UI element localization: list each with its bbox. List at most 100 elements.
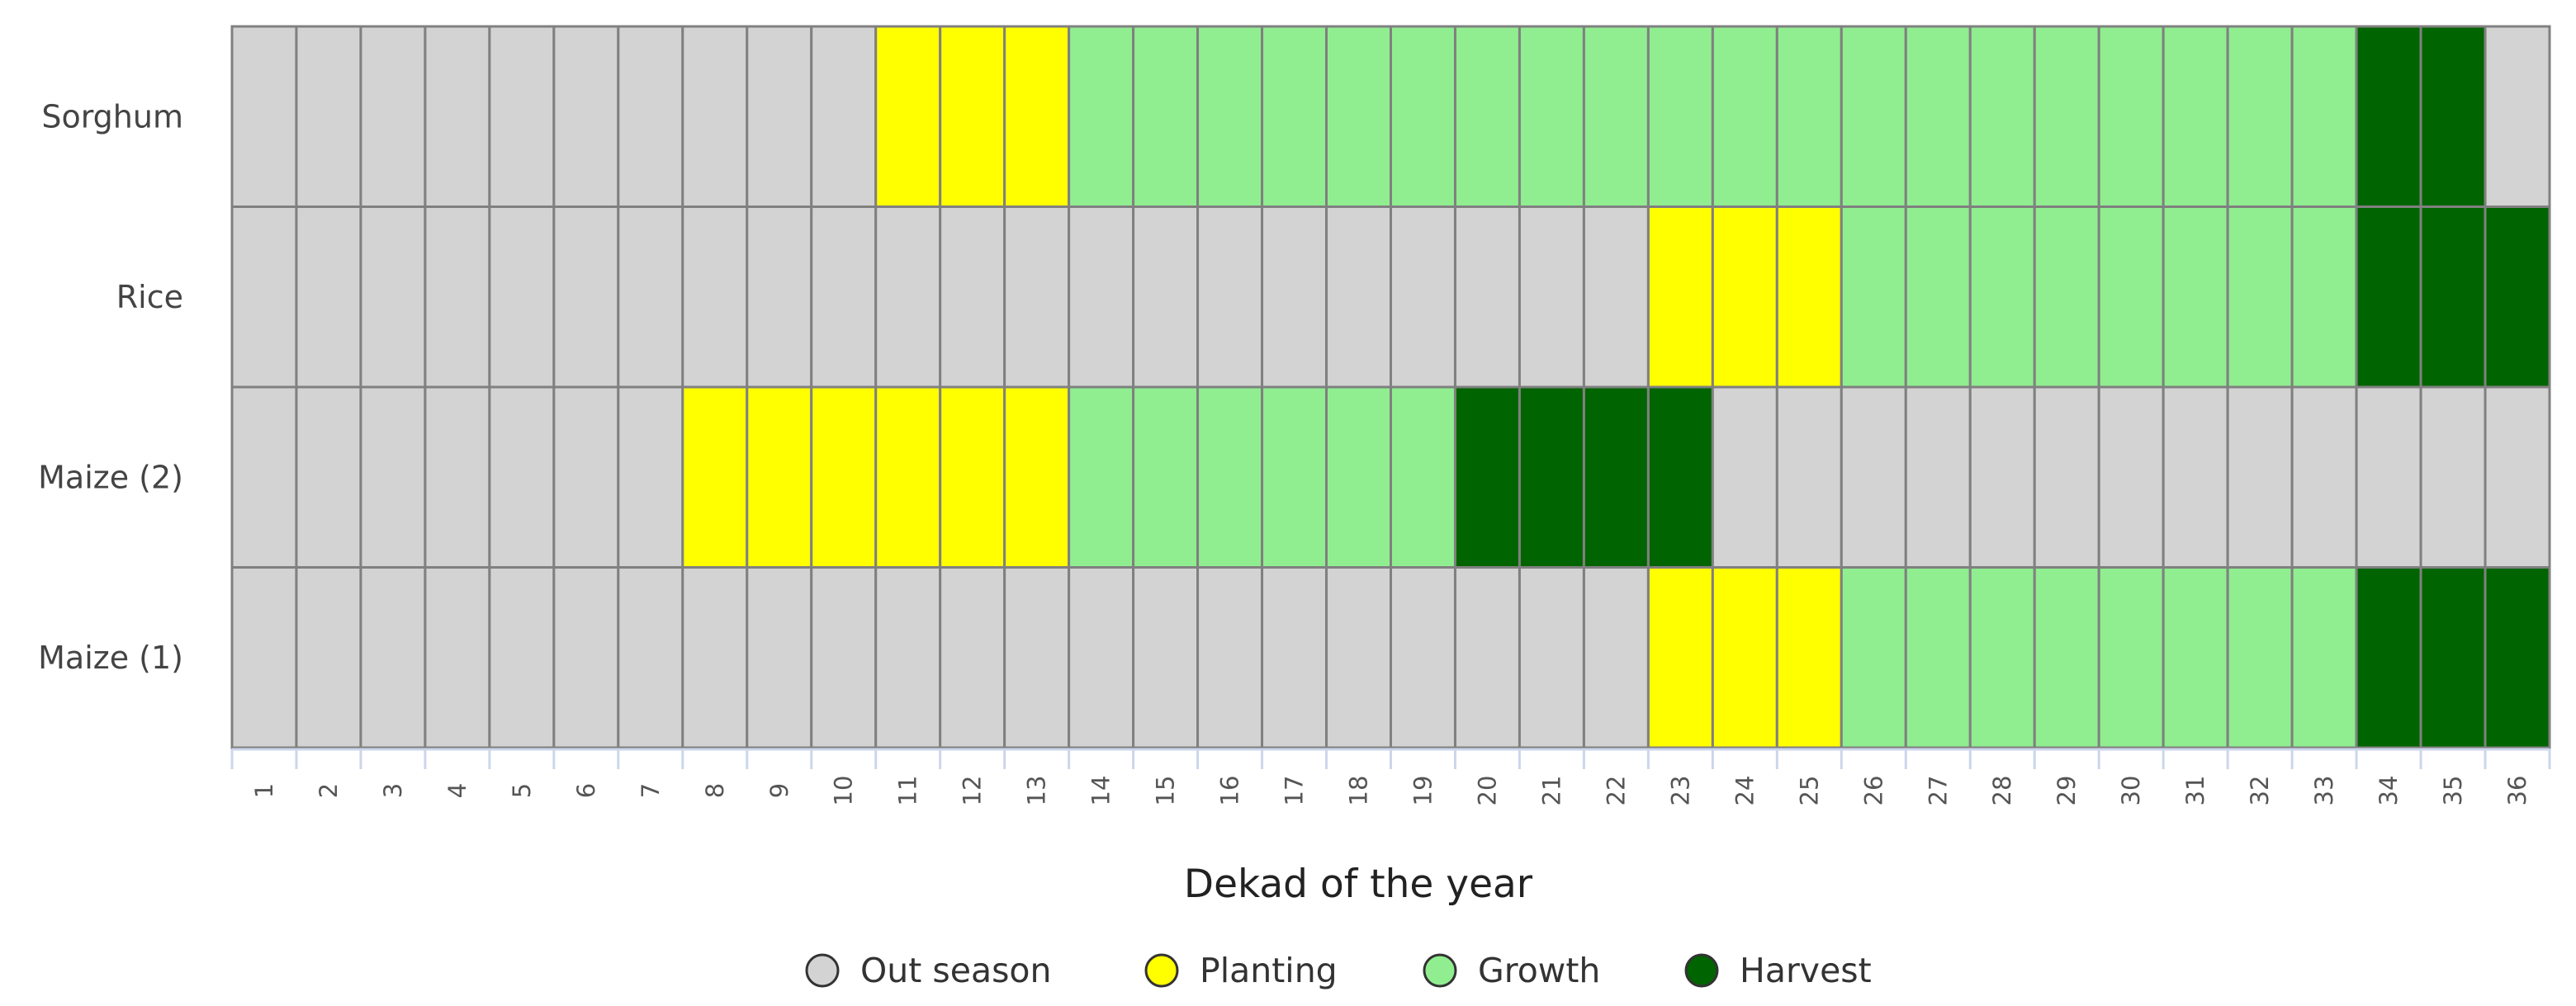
heatmap-cell [617, 25, 684, 208]
heatmap-cell [1453, 566, 1521, 749]
heatmap-cell [2484, 566, 2551, 749]
heatmap-cell [874, 566, 942, 749]
x-tick-label: 1 [250, 783, 278, 798]
heatmap-cell [1068, 385, 1135, 569]
heatmap-cell [488, 205, 556, 389]
x-tick-label: 5 [508, 783, 536, 798]
heatmap-cell [1582, 205, 1650, 389]
heatmap-cell [230, 566, 298, 749]
x-tick-label: 15 [1152, 776, 1180, 806]
heatmap-cell [552, 385, 620, 569]
heatmap-cell [359, 566, 427, 749]
heatmap-cell [2419, 566, 2487, 749]
heatmap-cell [230, 205, 298, 389]
heatmap-cell [2419, 205, 2487, 389]
heatmap-cell [1904, 205, 1972, 389]
x-tick-label: 28 [1988, 776, 2016, 806]
heatmap-cell [2355, 205, 2422, 389]
x-tick-label: 30 [2117, 776, 2145, 806]
heatmap-cell [1068, 566, 1135, 749]
heatmap-cell [295, 205, 362, 389]
x-tick-label: 2 [315, 783, 343, 798]
heatmap-cell [2484, 385, 2551, 569]
x-tick-label: 33 [2310, 776, 2338, 806]
x-tick-label: 14 [1087, 776, 1115, 806]
heatmap-cell [1325, 566, 1393, 749]
legend-item[interactable]: Out season [805, 951, 1052, 990]
x-tick-label: 7 [637, 783, 665, 798]
legend: Out season Planting Growth Harvest [805, 951, 1872, 990]
legend-item[interactable]: Harvest [1684, 951, 1872, 990]
heatmap-cell [295, 25, 362, 208]
heatmap-cell [1840, 385, 1907, 569]
heatmap-cell [1582, 566, 1650, 749]
heatmap-cell [2290, 566, 2358, 749]
heatmap-cell [359, 25, 427, 208]
heatmap-cell [295, 385, 362, 569]
heatmap-cell [1390, 385, 1456, 569]
y-tick-label: Sorghum [41, 98, 183, 135]
heatmap-cell [2097, 25, 2165, 208]
legend-item[interactable]: Planting [1144, 951, 1338, 990]
x-tick-label: 4 [443, 783, 471, 798]
heatmap-cell [2226, 385, 2294, 569]
x-tick-label: 26 [1859, 776, 1887, 806]
heatmap-cell [1840, 25, 1907, 208]
heatmap-cell [2162, 566, 2229, 749]
legend-symbol [805, 953, 840, 988]
heatmap-cell [874, 385, 942, 569]
heatmap-cell [1132, 385, 1200, 569]
heatmap-cell [2419, 385, 2487, 569]
heatmap-cell [810, 25, 878, 208]
heatmap-cell [1968, 25, 2036, 208]
heatmap-cell [2226, 205, 2294, 389]
heatmap-cell [681, 385, 749, 569]
heatmap-cell [874, 25, 942, 208]
heatmap-cell [746, 385, 813, 569]
x-tick-label: 9 [765, 783, 793, 798]
x-tick-label: 6 [572, 783, 600, 798]
heatmap-cell [1132, 205, 1200, 389]
heatmap-cell [2355, 566, 2422, 749]
heatmap-cell [230, 385, 298, 569]
x-tick-label: 35 [2439, 776, 2467, 806]
heatmap-cell [1582, 385, 1650, 569]
heatmap-cell [874, 205, 942, 389]
heatmap-cell [424, 566, 491, 749]
heatmap-cell [424, 205, 491, 389]
x-tick-label: 10 [830, 776, 858, 806]
heatmap-cell [1003, 385, 1071, 569]
heatmap-cell [1968, 385, 2036, 569]
heatmap-cell [2226, 25, 2294, 208]
heatmap-cell [939, 25, 1006, 208]
x-tick-label: 34 [2375, 776, 2403, 806]
heatmap-cell [552, 566, 620, 749]
heatmap-cell [552, 205, 620, 389]
heatmap-cell [230, 25, 298, 208]
heatmap-cell [1775, 205, 1843, 389]
x-tick-label: 20 [1474, 776, 1502, 806]
heatmap-cell [746, 566, 813, 749]
heatmap-cell [1196, 566, 1264, 749]
y-tick-label: Maize (2) [38, 459, 183, 495]
x-tick-label: 24 [1731, 776, 1759, 806]
heatmap-cell [2162, 25, 2229, 208]
heatmap-cell [1711, 566, 1778, 749]
heatmap-cell [1003, 566, 1071, 749]
heatmap-cell [1132, 25, 1200, 208]
legend-item[interactable]: Growth [1423, 951, 1600, 990]
heatmap-cell [2290, 25, 2358, 208]
heatmap-cell [1968, 566, 2036, 749]
heatmap-cell [424, 25, 491, 208]
heatmap-cell [1582, 25, 1650, 208]
x-tick-label: 12 [959, 776, 987, 806]
x-axis-title: Dekad of the year [1184, 862, 1533, 907]
heatmap-cell [1390, 205, 1456, 389]
x-tick-label: 29 [2053, 776, 2081, 806]
heatmap-cell [2162, 205, 2229, 389]
heatmap-cell [1068, 25, 1135, 208]
heatmap-cell [1775, 566, 1843, 749]
heatmap-cell [1261, 566, 1328, 749]
heatmap-cell [2290, 385, 2358, 569]
heatmap-cell [1518, 205, 1585, 389]
